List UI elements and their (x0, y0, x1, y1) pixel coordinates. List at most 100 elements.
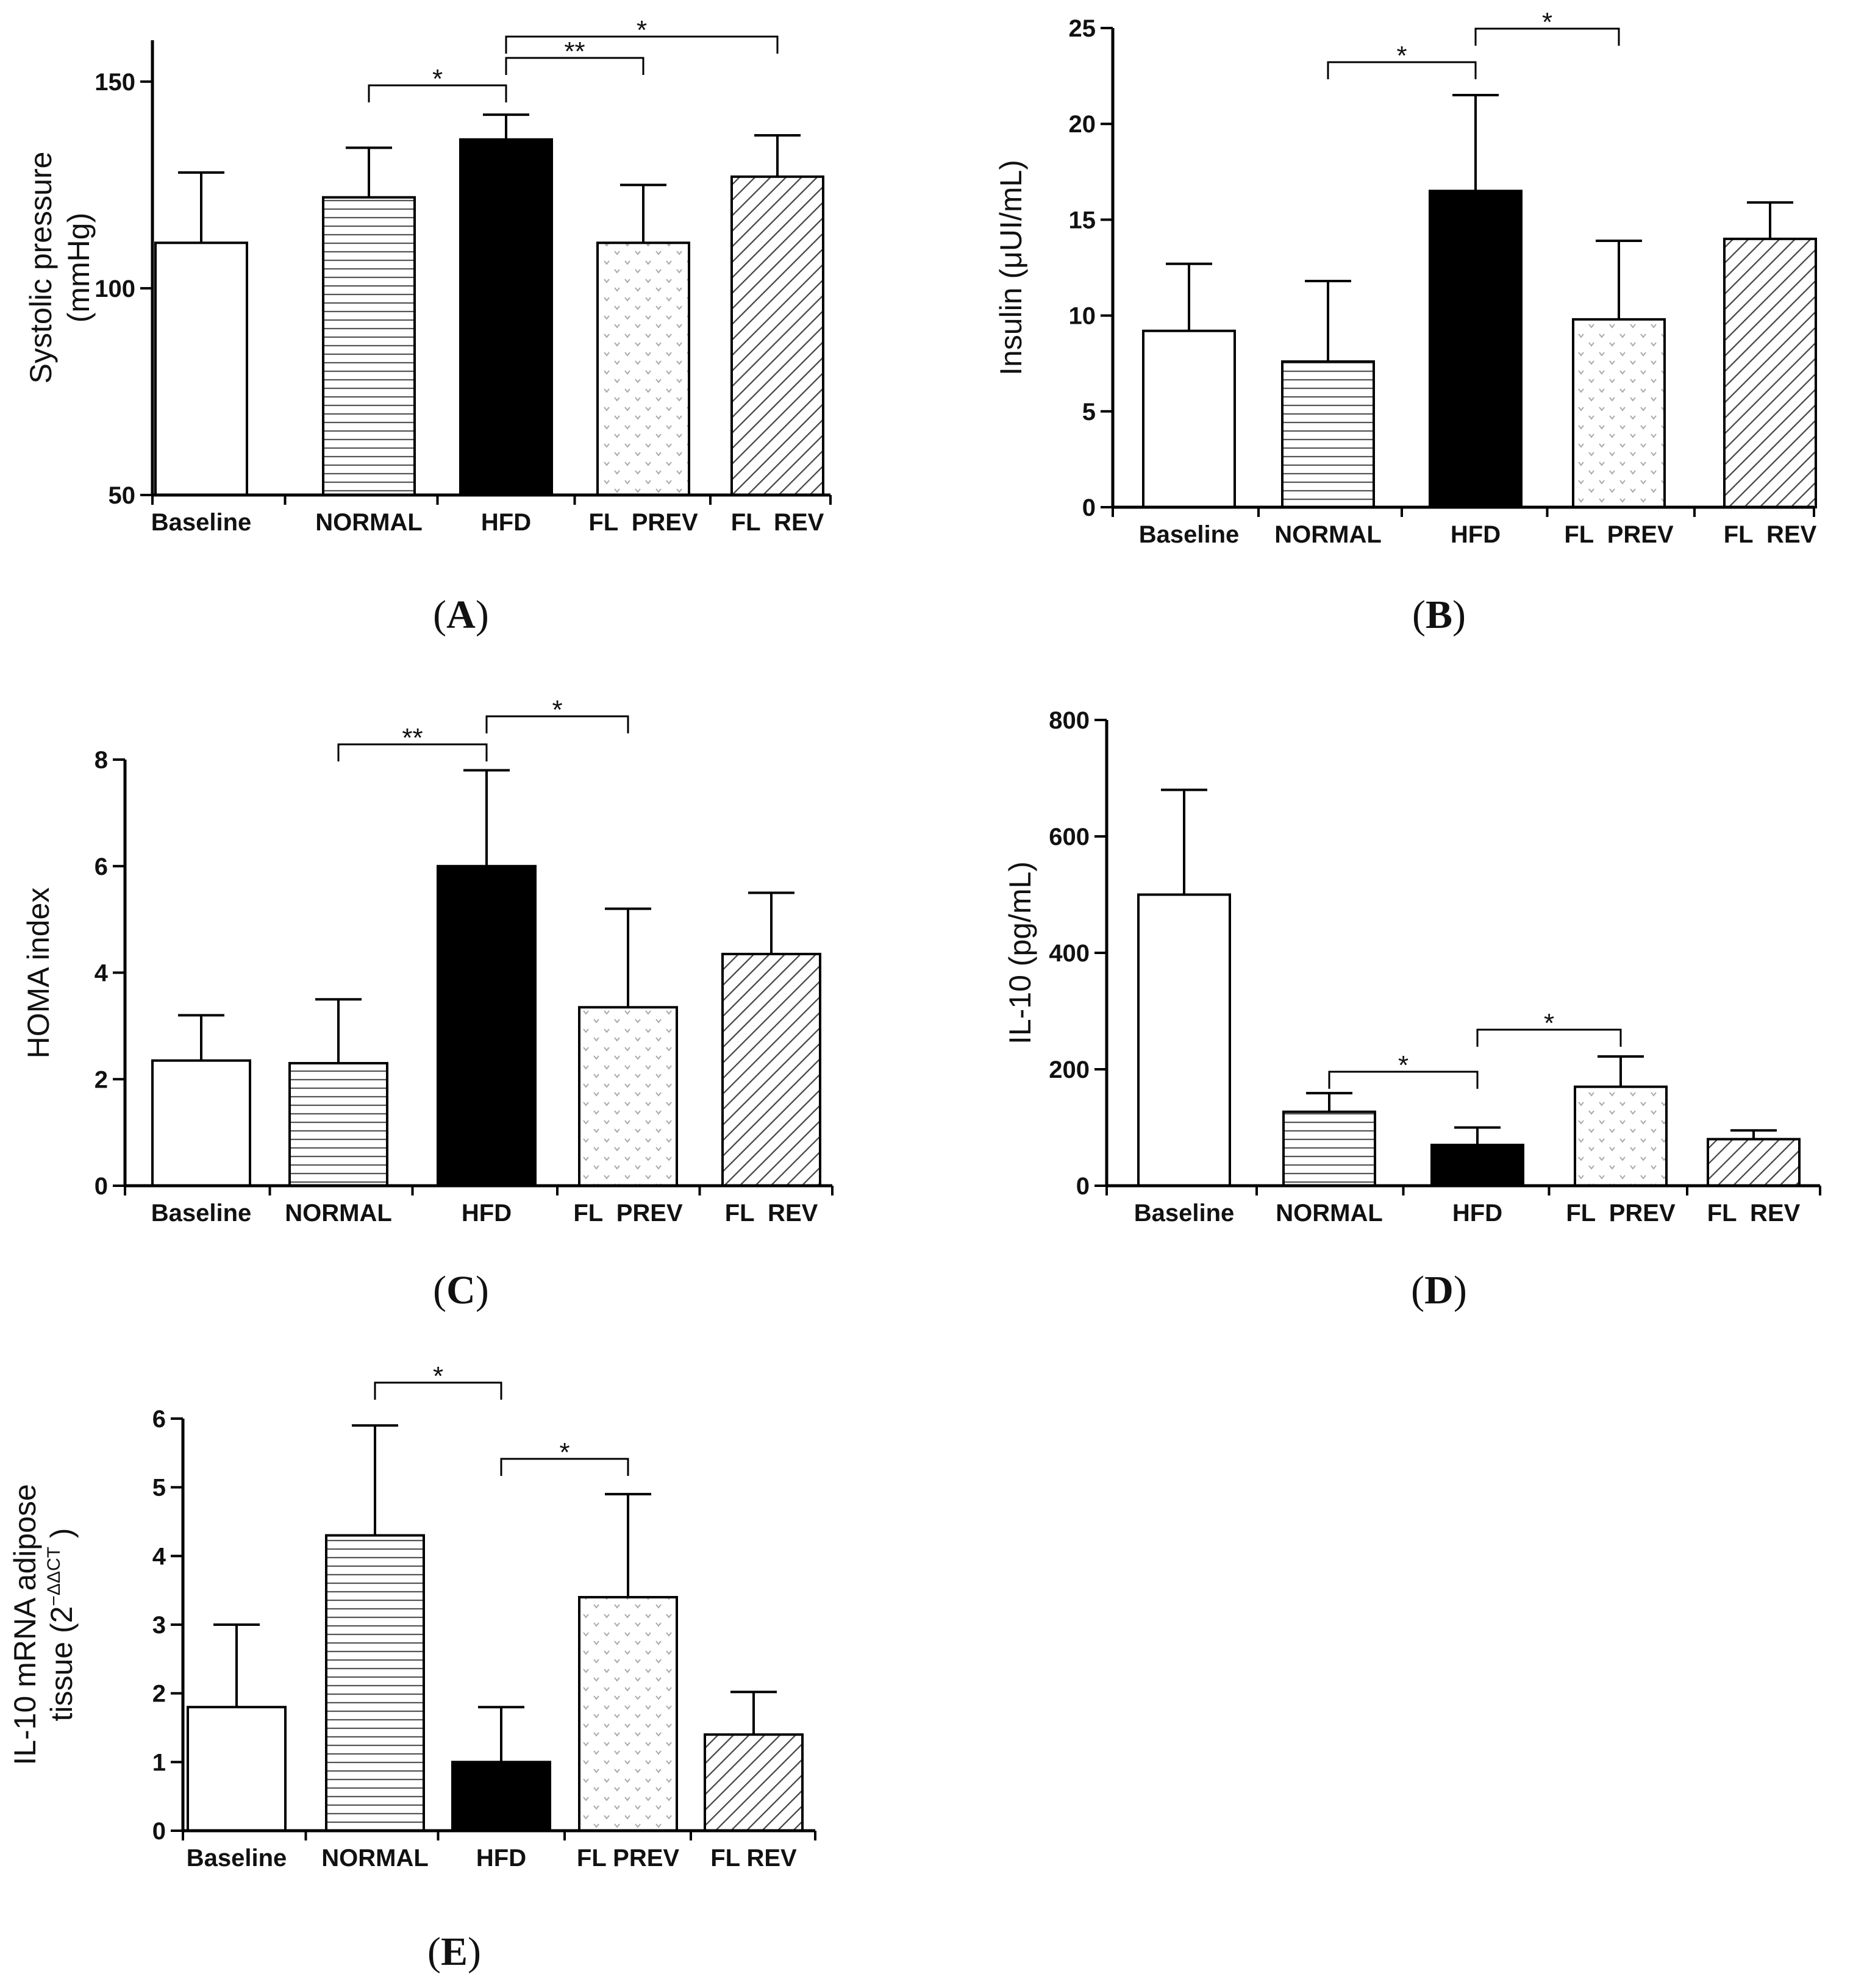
significance-bracket (374, 1381, 502, 1400)
significance-marker: * (1544, 1008, 1554, 1038)
y-tick-label: 0 (1076, 1173, 1090, 1200)
bar-c-4 (721, 952, 821, 1187)
bar-e-1 (325, 1534, 425, 1833)
x-tick-label: NORMAL (315, 509, 423, 536)
y-tick-label: 150 (95, 69, 135, 96)
y-axis-label: HOMA index (21, 888, 55, 1059)
y-tick-label: 800 (1049, 707, 1090, 734)
significance-bracket (485, 715, 629, 733)
bar-c-3 (578, 1006, 678, 1187)
bar-b-2 (1429, 190, 1523, 508)
y-tick-label: 2 (95, 1066, 108, 1093)
bar-d-2 (1430, 1144, 1524, 1188)
significance-marker: * (1396, 41, 1407, 71)
y-tick-label: 2 (152, 1681, 166, 1708)
bar-d-1 (1282, 1110, 1376, 1187)
significance-marker: ** (564, 37, 585, 66)
significance-marker: ** (402, 723, 423, 753)
y-tick-label: 0 (95, 1173, 108, 1200)
x-tick-label: NORMAL (321, 1845, 429, 1872)
bar-c-0 (151, 1059, 251, 1187)
bar-d-4 (1707, 1138, 1801, 1187)
x-tick-label: FL REV (710, 1845, 797, 1872)
bar-d-0 (1137, 893, 1231, 1187)
y-tick-label: 5 (152, 1475, 166, 1502)
panel-label-c: (C) (433, 1268, 489, 1313)
chart-panel-a: Baseline NORMAL HFD FL PREV FL REV 50 100 150 Sy… (24, 15, 832, 637)
y-tick-label: 100 (95, 276, 135, 302)
bar-e-3 (578, 1595, 678, 1833)
x-tick-label: Baseline (1139, 521, 1240, 548)
y-tick-label: 6 (152, 1406, 166, 1433)
y-tick-label: 15 (1069, 207, 1096, 233)
y-tick-label: 0 (1082, 494, 1096, 521)
bar-e-2 (451, 1761, 551, 1832)
bar-a-1 (322, 196, 416, 496)
significance-bracket (368, 84, 507, 102)
significance-marker: * (432, 64, 443, 94)
panel-label-b: (B) (1412, 593, 1466, 637)
chart-panel-e: Baseline NORMAL HFD FL PREV FL REV 0 1 2 3 4 5 6 IL-… (8, 1361, 816, 1974)
y-tick-label: 200 (1049, 1056, 1090, 1083)
chart-panel-b: Baseline NORMAL HFD FL PREV FL REV 0 5 10 15 20 25… (994, 7, 1817, 637)
y-tick-label: 600 (1049, 824, 1090, 850)
x-tick-label: NORMAL (285, 1200, 392, 1227)
x-tick-label: FL REV (731, 509, 824, 536)
y-axis-label: Insulin (μUI/mL) (994, 160, 1028, 376)
y-tick-label: 25 (1069, 15, 1096, 42)
significance-marker: * (552, 695, 562, 725)
significance-marker: * (559, 1438, 569, 1467)
significance-bracket (1327, 61, 1477, 79)
x-tick-label: Baseline (187, 1845, 287, 1872)
bar-a-0 (154, 241, 248, 496)
x-tick-label: FL REV (1724, 521, 1817, 548)
panel-label-e: (E) (427, 1929, 481, 1974)
x-tick-label: Baseline (151, 509, 252, 536)
x-tick-label: NORMAL (1274, 521, 1382, 548)
x-tick-label: Baseline (151, 1200, 252, 1227)
x-tick-label: HFD (462, 1200, 512, 1227)
x-tick-label: Baseline (1134, 1200, 1235, 1227)
panel-label-a: (A) (433, 593, 489, 637)
y-axis-label: IL-10 mRNA adiposetissue (2−ΔΔCT ) (8, 1484, 79, 1765)
significance-bracket (1476, 1028, 1622, 1047)
significance-bracket (505, 57, 644, 75)
bar-c-1 (288, 1062, 388, 1187)
significance-marker: * (1398, 1050, 1408, 1080)
bar-b-4 (1723, 237, 1817, 508)
bar-d-3 (1574, 1085, 1668, 1188)
x-tick-label: HFD (481, 509, 531, 536)
bar-b-3 (1572, 318, 1666, 508)
bar-e-0 (187, 1706, 287, 1832)
significance-bracket (337, 743, 488, 761)
bar-b-0 (1142, 329, 1236, 508)
y-tick-label: 400 (1049, 940, 1090, 967)
significance-marker: * (637, 15, 647, 45)
x-tick-label: HFD (1451, 521, 1501, 548)
y-tick-label: 4 (95, 960, 109, 987)
panel-label-d: (D) (1411, 1268, 1467, 1313)
significance-marker: * (1542, 7, 1552, 37)
y-tick-label: 6 (95, 853, 108, 880)
x-tick-label: HFD (1452, 1200, 1502, 1227)
y-tick-label: 50 (109, 482, 136, 509)
y-tick-label: 20 (1069, 111, 1096, 138)
y-tick-label: 8 (95, 747, 108, 774)
significance-bracket (505, 35, 779, 54)
x-tick-label: FL REV (725, 1200, 818, 1227)
bar-a-2 (459, 138, 553, 497)
significance-bracket (1328, 1071, 1479, 1089)
y-tick-label: 1 (152, 1749, 166, 1776)
y-tick-label: 4 (152, 1543, 166, 1570)
bar-a-3 (596, 241, 690, 496)
y-tick-label: 5 (1082, 399, 1096, 426)
significance-bracket (1474, 27, 1620, 46)
x-tick-label: HFD (476, 1845, 526, 1872)
x-tick-label: FL PREV (1566, 1200, 1676, 1227)
significance-marker: * (433, 1361, 443, 1391)
chart-panel-c: Baseline NORMAL HFD FL PREV FL REV 0 2 4 6 8 HOMA … (21, 695, 834, 1313)
y-tick-label: 3 (152, 1612, 166, 1639)
x-tick-label: NORMAL (1276, 1200, 1383, 1227)
bar-a-4 (730, 175, 824, 496)
